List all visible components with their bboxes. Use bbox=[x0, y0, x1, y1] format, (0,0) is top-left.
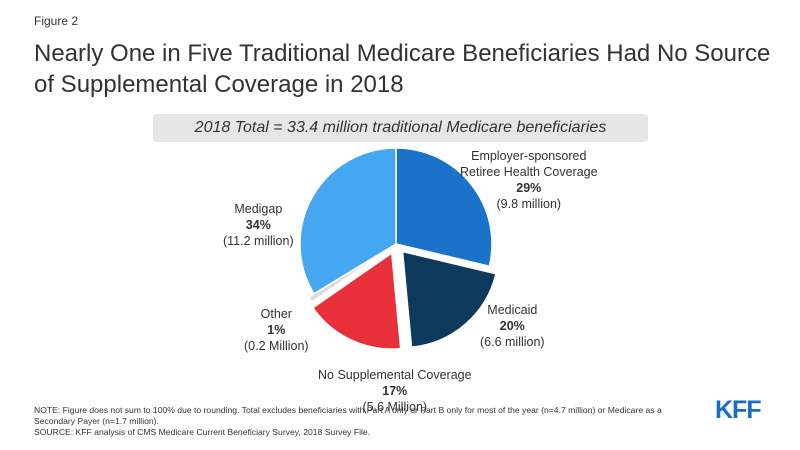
label-medicaid: Medicaid 20% (6.6 million) bbox=[480, 303, 545, 349]
note-text: NOTE: Figure does not sum to 100% due to… bbox=[34, 405, 662, 426]
slice-other bbox=[307, 246, 392, 304]
total-note: 2018 Total = 33.4 million traditional Me… bbox=[153, 114, 648, 142]
label-other: Other 1% (0.2 Million) bbox=[244, 307, 309, 353]
figure-label: Figure 2 bbox=[34, 14, 79, 28]
slice-medigap bbox=[299, 147, 397, 295]
label-no-supplemental: No Supplemental Coverage 17% (5.6 Millio… bbox=[318, 368, 472, 414]
label-employer: Employer-sponsored Retiree Health Covera… bbox=[460, 149, 598, 211]
kff-logo: KFF bbox=[715, 396, 762, 424]
chart-title: Nearly One in Five Traditional Medicare … bbox=[34, 40, 771, 98]
label-medigap: Medigap 34% (11.2 million) bbox=[223, 202, 294, 248]
slice-medicaid bbox=[401, 250, 497, 348]
footnotes: NOTE: Figure does not sum to 100% due to… bbox=[34, 405, 684, 438]
slice-employer bbox=[395, 147, 493, 268]
slice-no-supplemental bbox=[311, 251, 402, 350]
source-text: SOURCE: KFF analysis of CMS Medicare Cur… bbox=[34, 427, 371, 437]
